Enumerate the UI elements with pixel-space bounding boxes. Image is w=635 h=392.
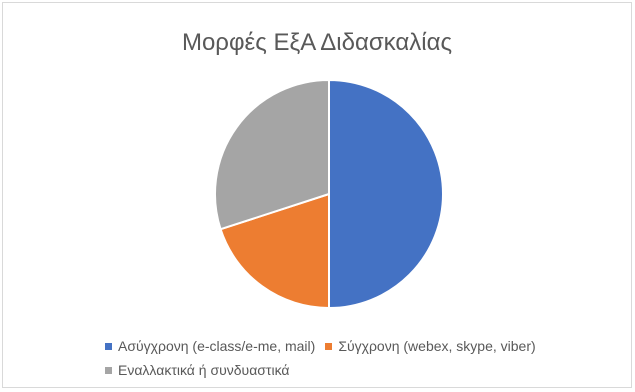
legend-row-2: Εναλλακτικά ή συνδυαστικά: [105, 358, 625, 382]
legend-label-2: Εναλλακτικά ή συνδυαστικά: [118, 362, 290, 378]
legend: Ασύγχρονη (e-class/e-me, mail) Σύγχρονη …: [105, 334, 625, 382]
pie-chart: [214, 79, 444, 309]
legend-swatch-2: [105, 366, 112, 374]
legend-swatch-1: [325, 342, 333, 350]
legend-item-0: Ασύγχρονη (e-class/e-me, mail): [105, 334, 315, 358]
legend-label-1: Σύγχρονη (webex, skype, viber): [338, 338, 536, 354]
legend-row-1: Ασύγχρονη (e-class/e-me, mail) Σύγχρονη …: [105, 334, 625, 358]
legend-item-2: Εναλλακτικά ή συνδυαστικά: [105, 358, 290, 382]
chart-area: Μορφές ΕξΑ Διδασκαλίας Ασύγχρονη (e-clas…: [2, 2, 632, 388]
legend-item-1: Σύγχρονη (webex, skype, viber): [325, 334, 536, 358]
legend-label-0: Ασύγχρονη (e-class/e-me, mail): [118, 338, 316, 354]
legend-swatch-0: [105, 342, 112, 350]
pie-slice-1: [219, 193, 330, 309]
pie-slice-2: [214, 79, 330, 231]
chart-title: Μορφές ΕξΑ Διδασκαλίας: [181, 29, 453, 56]
pie-slice-0: [328, 79, 444, 309]
